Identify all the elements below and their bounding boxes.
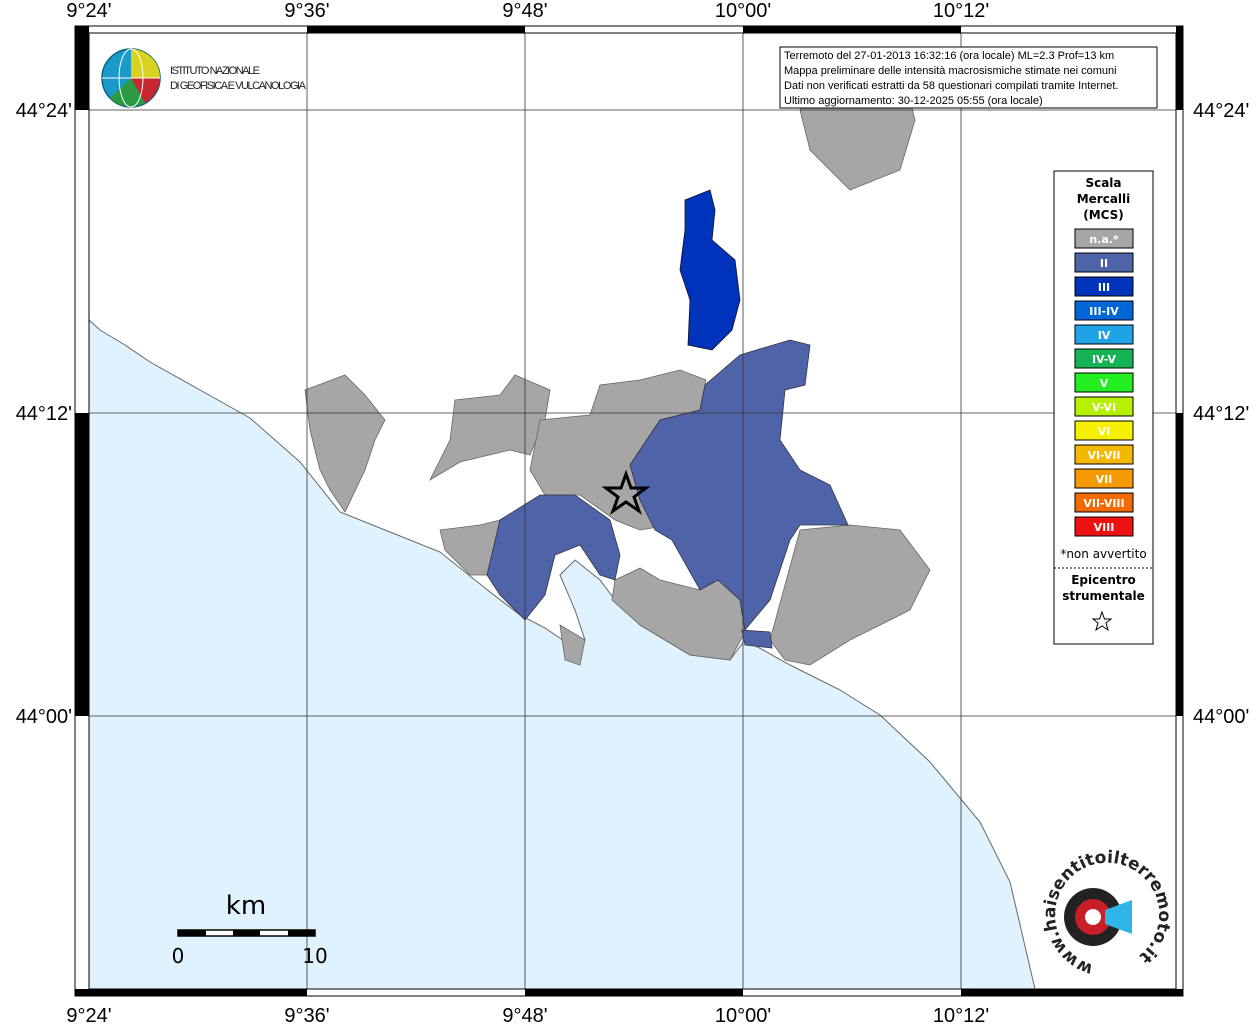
frame-band (961, 989, 1183, 996)
scale-segment (288, 930, 315, 936)
y-label: 44°12' (16, 403, 72, 425)
y-label: 44°00' (16, 706, 72, 728)
x-label: 9°36' (284, 0, 329, 22)
region (769, 524, 931, 666)
legend-swatch (1074, 396, 1134, 417)
scale-segment (233, 930, 260, 936)
legend-title: Mercalli (1077, 192, 1131, 206)
logo-text: ISTITUTO NAZIONALE (170, 65, 260, 77)
legend-label: III-IV (1089, 305, 1119, 318)
legend-label: IV-V (1092, 353, 1117, 366)
legend-swatch (1074, 276, 1134, 297)
legend-swatch (1074, 468, 1134, 489)
logo-speaker (1105, 900, 1132, 934)
legend-label: II (1100, 257, 1108, 270)
logo-segment (110, 78, 145, 107)
info-line: Mappa preliminare delle intensità macros… (784, 65, 1117, 77)
region (629, 339, 849, 631)
region (429, 374, 551, 482)
legend-note: *non avvertito (1060, 547, 1146, 561)
legend-label: VI (1098, 425, 1111, 438)
y-label: 44°24' (1193, 100, 1249, 122)
legend-label: III (1098, 281, 1110, 294)
legend-swatch (1074, 372, 1134, 393)
x-label: 10°00' (715, 1005, 771, 1024)
legend-swatch (1074, 444, 1134, 465)
legend-swatch (1074, 348, 1134, 369)
scale-segment (178, 930, 206, 936)
y-label: 44°00' (1193, 706, 1249, 728)
scale-unit: km (226, 891, 266, 921)
legend-swatch (1074, 252, 1134, 273)
legend-label: VII-VIII (1083, 497, 1124, 510)
legend-label: V-VI (1092, 401, 1116, 414)
legend-epicenter: Epicentro (1071, 573, 1136, 587)
x-label: 9°36' (284, 1005, 329, 1024)
legend-swatch (1074, 324, 1134, 345)
info-box (779, 46, 1158, 109)
legend-swatch (1074, 516, 1134, 537)
legend-label: VI-VII (1087, 449, 1120, 462)
x-label: 10°12' (933, 1005, 989, 1024)
legend-swatch (1074, 420, 1134, 441)
x-label: 9°24' (66, 1005, 111, 1024)
epicenter-star (601, 469, 651, 515)
region (741, 629, 773, 649)
region (679, 189, 741, 351)
legend-swatch (1074, 300, 1134, 321)
logo-segment (131, 49, 160, 78)
legend-label: VII (1096, 473, 1113, 486)
frame-band (1176, 26, 1183, 110)
x-label: 9°48' (502, 0, 547, 22)
frame-band (75, 26, 89, 110)
legend-epicenter: strumentale (1062, 589, 1145, 603)
legend-title: Scala (1085, 176, 1121, 190)
logo-ring (1085, 909, 1101, 925)
info-line: Terremoto del 27-01-2013 16:32:16 (ora l… (784, 50, 1114, 62)
region (304, 374, 386, 513)
legend-star (1091, 610, 1113, 632)
x-label: 9°24' (66, 0, 111, 22)
region (486, 494, 621, 621)
frame-band (75, 413, 89, 716)
x-label: 9°48' (502, 1005, 547, 1024)
logo-text: DI GEOFISICA E VULCANOLOGIA (170, 80, 307, 92)
info-line: Dati non verificati estratti da 58 quest… (784, 80, 1118, 92)
frame-band (75, 989, 307, 996)
legend-label: VIII (1094, 521, 1115, 534)
x-label: 10°12' (933, 0, 989, 22)
frame-band (525, 989, 743, 996)
legend-swatch (1074, 492, 1134, 513)
legend-label: V (1100, 377, 1109, 390)
y-label: 44°24' (16, 100, 72, 122)
info-line: Ultimo aggiornamento: 30-12-2025 05:55 (… (784, 95, 1043, 107)
logo-segment (131, 78, 160, 103)
frame-band (743, 26, 961, 33)
frame-band (307, 26, 525, 33)
legend-label: n.a.* (1089, 233, 1119, 246)
region (559, 624, 586, 666)
scale-label: 0 (172, 944, 185, 968)
legend-swatch (1074, 228, 1134, 249)
x-label: 10°00' (715, 0, 771, 22)
legend-label: IV (1098, 329, 1111, 342)
legend-title: (MCS) (1083, 208, 1124, 222)
y-label: 44°12' (1193, 403, 1249, 425)
sea (88, 318, 1036, 990)
frame-band (1176, 413, 1183, 716)
ingv-logo: ISTITUTO NAZIONALE DI GEOFISICA E VULCANO… (101, 48, 307, 108)
scale-label: 10 (302, 944, 327, 968)
